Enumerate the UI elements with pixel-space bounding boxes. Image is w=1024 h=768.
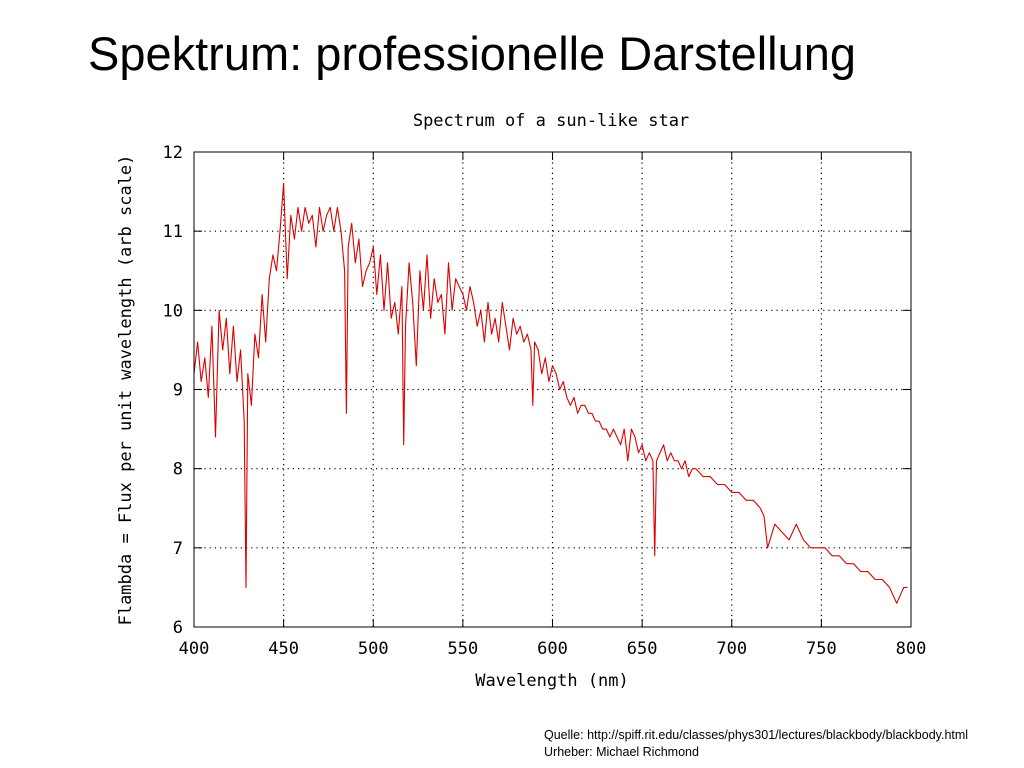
x-tick-label: 450 — [268, 639, 299, 659]
y-tick-label: 6 — [173, 618, 183, 638]
x-tick-label: 650 — [627, 639, 658, 659]
spectrum-line — [193, 183, 908, 604]
chart-title: Spectrum of a sun-like star — [413, 111, 689, 131]
x-tick-label: 400 — [179, 639, 210, 659]
grid-layer — [194, 152, 911, 627]
tick-layer: 400 450 500 550 600 650 700 750 800 6 7 8 9 10 11 12 — [163, 143, 927, 659]
y-tick-label: 12 — [163, 143, 183, 163]
source-line: Quelle: http://spiff.rit.edu/classes/phy… — [544, 728, 969, 742]
y-tick-label: 11 — [163, 222, 183, 242]
series-layer — [193, 183, 908, 604]
y-tick-label: 8 — [173, 460, 183, 480]
author-line: Urheber: Michael Richmond — [544, 745, 699, 759]
y-tick-label: 9 — [173, 381, 183, 401]
x-tick-label: 800 — [896, 639, 927, 659]
slide-title: Spektrum: professionelle Darstellung — [88, 27, 857, 80]
x-tick-label: 750 — [806, 639, 837, 659]
x-tick-label: 700 — [716, 639, 747, 659]
x-axis-label: Wavelength (nm) — [475, 671, 629, 691]
y-axis-label: Flambda = Flux per unit wavelength (arb … — [116, 155, 136, 626]
x-tick-label: 550 — [448, 639, 479, 659]
source-attribution: Quelle: http://spiff.rit.edu/classes/phy… — [544, 727, 968, 761]
x-tick-label: 600 — [537, 639, 568, 659]
y-tick-label: 7 — [173, 539, 183, 559]
x-tick-label: 500 — [358, 639, 389, 659]
y-tick-label: 10 — [163, 301, 183, 321]
